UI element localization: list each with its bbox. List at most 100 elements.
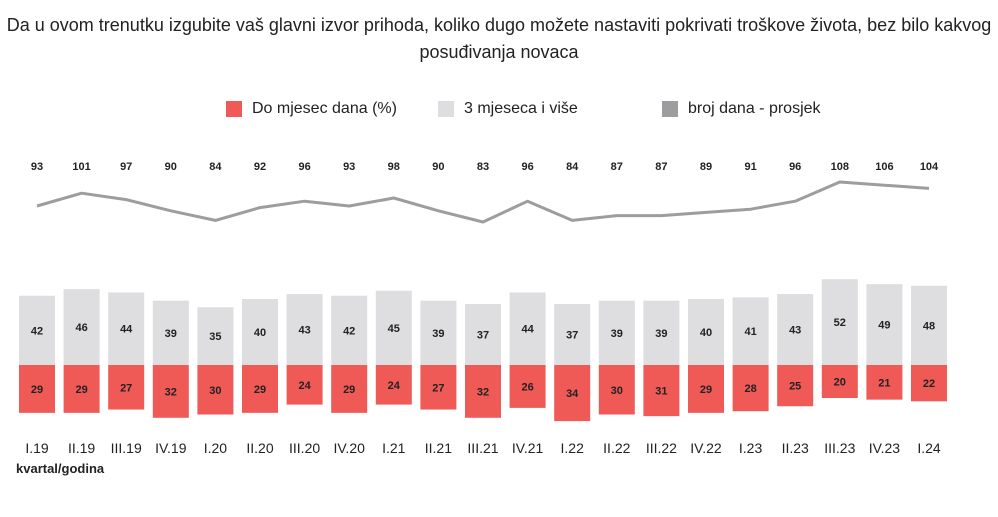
legend: Do mjesec dana (%) 3 mjeseca i više broj… bbox=[0, 100, 998, 124]
bar-do-mjesec-0 bbox=[19, 365, 55, 413]
x-tick-2: III.19 bbox=[111, 440, 142, 456]
label-do-mjesec-11: 26 bbox=[521, 381, 533, 393]
bar-do-mjesec-7 bbox=[331, 365, 368, 413]
bar-do-mjesec-6 bbox=[286, 365, 323, 405]
label-do-mjesec-0: 29 bbox=[31, 384, 43, 396]
label-broj-dana-5: 92 bbox=[254, 161, 266, 173]
bar-3-mjeseca-10 bbox=[465, 303, 501, 365]
label-do-mjesec-1: 29 bbox=[75, 384, 87, 396]
label-do-mjesec-18: 20 bbox=[834, 377, 846, 389]
label-do-mjesec-6: 24 bbox=[298, 380, 311, 392]
label-broj-dana-7: 93 bbox=[343, 161, 355, 173]
bar-do-mjesec-5 bbox=[242, 365, 278, 413]
x-tick-1: II.19 bbox=[68, 440, 95, 456]
x-tick-11: IV.21 bbox=[512, 440, 544, 456]
x-axis-label: kvartal/godina bbox=[16, 461, 105, 476]
legend-label-3-mjeseca: 3 mjeseca i više bbox=[464, 100, 578, 117]
bar-3-mjeseca-1 bbox=[63, 289, 100, 365]
legend-swatch-red bbox=[226, 101, 242, 117]
x-tick-14: III.22 bbox=[646, 440, 677, 456]
label-do-mjesec-15: 29 bbox=[700, 384, 712, 396]
x-tick-19: IV.23 bbox=[869, 440, 901, 456]
x-tick-5: II.20 bbox=[246, 440, 273, 456]
label-do-mjesec-10: 32 bbox=[477, 386, 489, 398]
label-do-mjesec-8: 24 bbox=[388, 380, 401, 392]
label-do-mjesec-20: 22 bbox=[923, 378, 935, 390]
label-do-mjesec-13: 30 bbox=[611, 385, 623, 397]
bar-3-mjeseca-14 bbox=[643, 300, 680, 365]
x-tick-13: II.22 bbox=[603, 440, 630, 456]
label-broj-dana-9: 90 bbox=[432, 161, 444, 173]
label-do-mjesec-17: 25 bbox=[789, 381, 801, 393]
bar-do-mjesec-8 bbox=[375, 365, 412, 405]
x-tick-0: I.19 bbox=[25, 440, 49, 456]
label-broj-dana-12: 84 bbox=[566, 161, 579, 173]
label-3-mjeseca-9: 39 bbox=[432, 328, 444, 340]
bar-3-mjeseca-13 bbox=[598, 300, 635, 365]
label-do-mjesec-14: 31 bbox=[655, 386, 667, 398]
label-broj-dana-18: 108 bbox=[831, 161, 849, 173]
bar-3-mjeseca-8 bbox=[375, 290, 412, 365]
label-broj-dana-4: 84 bbox=[209, 161, 222, 173]
bar-3-mjeseca-16 bbox=[732, 297, 769, 365]
legend-swatch-gray bbox=[662, 101, 678, 117]
label-broj-dana-8: 98 bbox=[388, 161, 400, 173]
label-broj-dana-13: 87 bbox=[611, 161, 623, 173]
label-3-mjeseca-20: 48 bbox=[923, 320, 935, 332]
label-broj-dana-6: 96 bbox=[298, 161, 310, 173]
bar-do-mjesec-11 bbox=[509, 365, 546, 408]
x-tick-4: I.20 bbox=[204, 440, 228, 456]
label-broj-dana-15: 89 bbox=[700, 161, 712, 173]
label-3-mjeseca-16: 41 bbox=[744, 326, 756, 338]
label-do-mjesec-5: 29 bbox=[254, 384, 266, 396]
bar-3-mjeseca-0 bbox=[19, 295, 55, 365]
bar-do-mjesec-2 bbox=[108, 365, 145, 410]
x-tick-12: I.22 bbox=[561, 440, 585, 456]
label-3-mjeseca-18: 52 bbox=[834, 317, 846, 329]
bar-do-mjesec-1 bbox=[63, 365, 100, 413]
legend-item-do-mjesec: Do mjesec dana (%) bbox=[226, 100, 397, 118]
x-tick-17: II.23 bbox=[782, 440, 809, 456]
x-tick-15: IV.22 bbox=[690, 440, 722, 456]
x-tick-8: I.21 bbox=[382, 440, 406, 456]
x-tick-18: III.23 bbox=[824, 440, 855, 456]
bar-3-mjeseca-2 bbox=[108, 292, 145, 365]
label-do-mjesec-16: 28 bbox=[744, 383, 756, 395]
bar-3-mjeseca-5 bbox=[242, 299, 278, 365]
bar-do-mjesec-10 bbox=[465, 365, 501, 418]
bar-do-mjesec-3 bbox=[152, 365, 189, 418]
bar-do-mjesec-13 bbox=[598, 365, 635, 415]
label-3-mjeseca-12: 37 bbox=[566, 329, 578, 341]
label-broj-dana-11: 96 bbox=[521, 161, 533, 173]
label-broj-dana-20: 104 bbox=[920, 161, 939, 173]
x-tick-3: IV.19 bbox=[155, 440, 187, 456]
bar-3-mjeseca-3 bbox=[152, 300, 189, 365]
label-do-mjesec-7: 29 bbox=[343, 384, 355, 396]
label-3-mjeseca-3: 39 bbox=[165, 328, 177, 340]
chart-title: Da u ovom trenutku izgubite vaš glavni i… bbox=[6, 15, 992, 62]
bar-do-mjesec-9 bbox=[420, 365, 457, 410]
label-3-mjeseca-5: 40 bbox=[254, 327, 266, 339]
label-3-mjeseca-13: 39 bbox=[611, 328, 623, 340]
label-3-mjeseca-15: 40 bbox=[700, 327, 712, 339]
bar-3-mjeseca-7 bbox=[331, 295, 368, 365]
label-3-mjeseca-6: 43 bbox=[298, 325, 310, 337]
label-broj-dana-0: 93 bbox=[31, 161, 43, 173]
bar-3-mjeseca-12 bbox=[554, 303, 591, 365]
label-3-mjeseca-19: 49 bbox=[878, 320, 890, 332]
line-broj-dana bbox=[36, 180, 930, 224]
label-do-mjesec-12: 34 bbox=[566, 388, 579, 400]
bar-do-mjesec-20 bbox=[911, 365, 947, 402]
bar-3-mjeseca-18 bbox=[821, 279, 858, 365]
label-3-mjeseca-17: 43 bbox=[789, 325, 801, 337]
label-3-mjeseca-10: 37 bbox=[477, 329, 489, 341]
x-tick-16: I.23 bbox=[739, 440, 763, 456]
label-broj-dana-10: 83 bbox=[477, 161, 489, 173]
label-broj-dana-16: 91 bbox=[744, 161, 756, 173]
bar-do-mjesec-12 bbox=[554, 365, 591, 422]
label-do-mjesec-19: 21 bbox=[878, 377, 890, 389]
label-broj-dana-17: 96 bbox=[789, 161, 801, 173]
label-do-mjesec-2: 27 bbox=[120, 382, 132, 394]
bar-do-mjesec-19 bbox=[866, 365, 903, 400]
legend-label-do-mjesec: Do mjesec dana (%) bbox=[252, 100, 397, 117]
